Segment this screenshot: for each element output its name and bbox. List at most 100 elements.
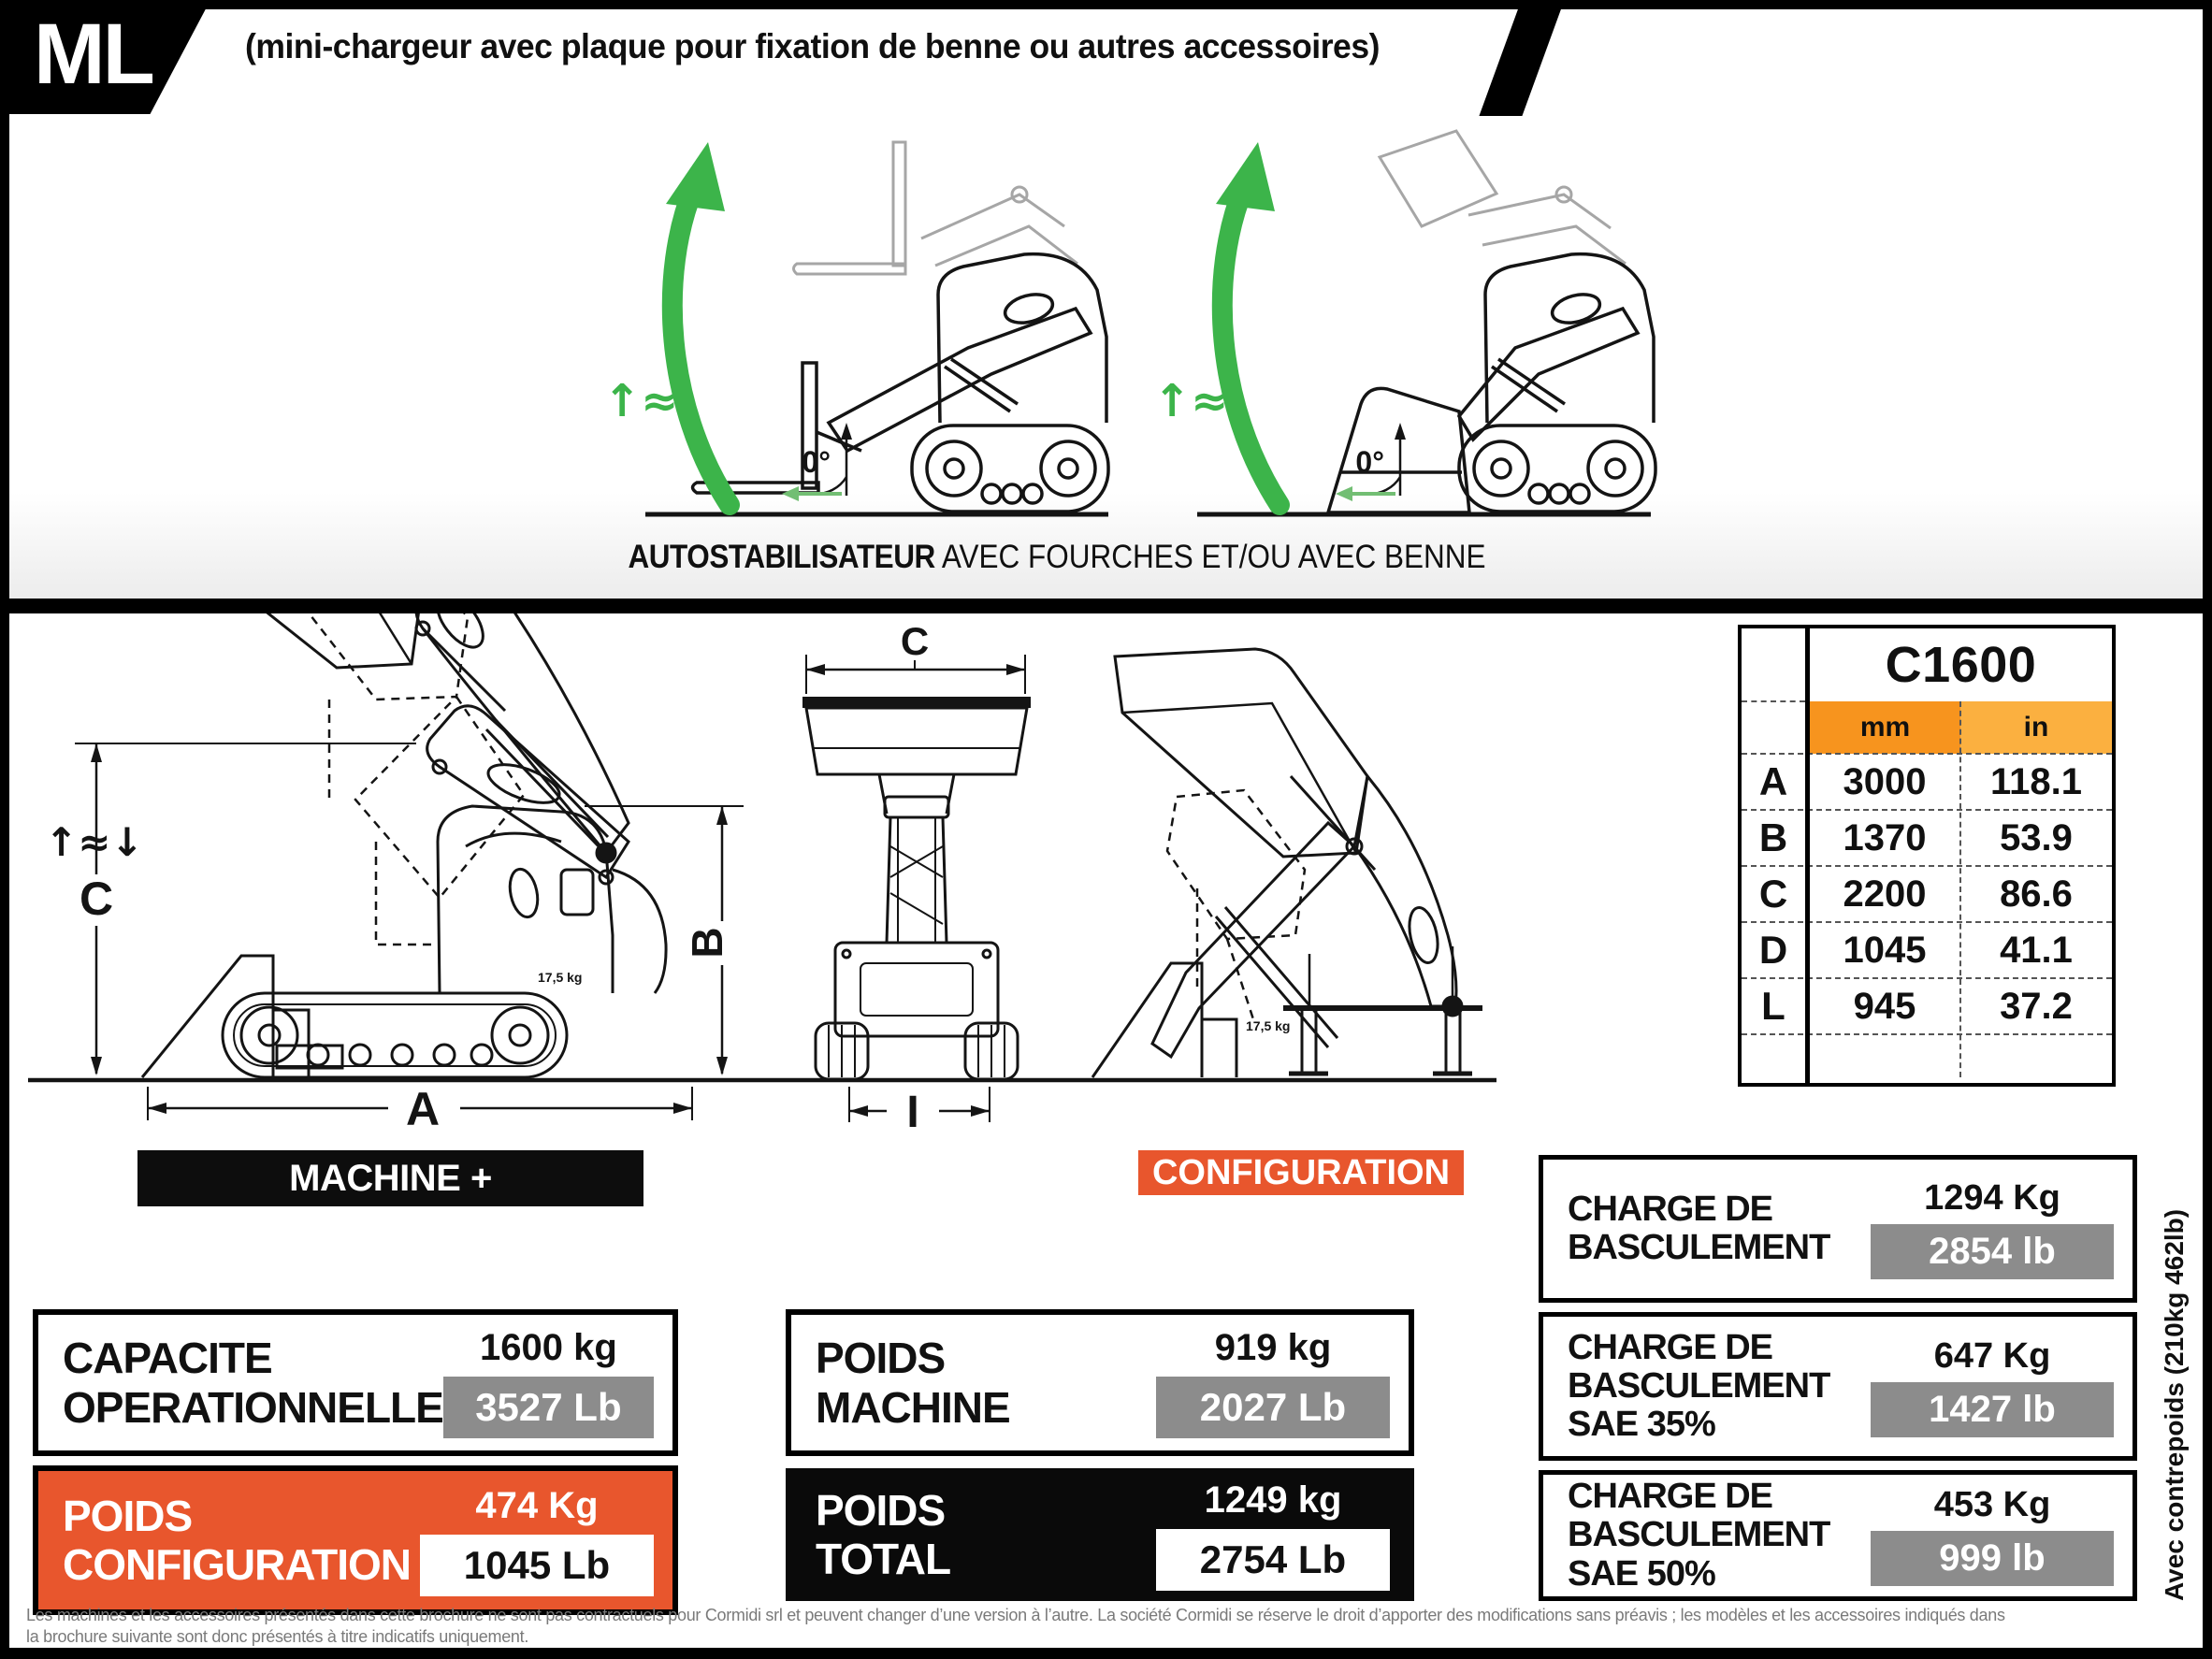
disclaimer: Les machines et les accessoires présenté… — [26, 1605, 2205, 1648]
spec-values: 1600 kg 3527 Lb — [442, 1327, 654, 1438]
angle-label-right: 0° — [1355, 445, 1384, 479]
kg-value: 1249 kg — [1204, 1479, 1342, 1521]
float-symbol-right: ↑≈ — [1153, 375, 1228, 427]
dim-in-value: 86.6 — [2000, 873, 2073, 915]
dim-in-value: 41.1 — [2000, 930, 2073, 971]
spec-values: 1294 Kg 2854 lb — [1871, 1178, 2114, 1279]
spec-values: 1249 kg 2754 Lb — [1156, 1479, 1390, 1591]
kg-value: 647 Kg — [1933, 1335, 2051, 1376]
spec-title-line: SAE 50% — [1568, 1553, 1716, 1594]
total-weight-box: POIDS TOTAL 1249 kg 2754 Lb — [786, 1468, 1414, 1601]
page-title: (mini-chargeur avec plaque pour fixation… — [245, 27, 1380, 65]
spec-title: CHARGE DE BASCULEMENT — [1568, 1190, 1871, 1267]
spec-title-line: POIDS — [816, 1485, 946, 1535]
divider — [1742, 865, 2112, 867]
weight-note-left: 17,5 kg — [538, 970, 582, 985]
divider — [1959, 701, 1961, 1077]
configuration-label: CONFIGURATION — [1138, 1150, 1464, 1195]
dim-in-value: 53.9 — [2000, 817, 2073, 858]
spec-values: 919 kg 2027 Lb — [1156, 1327, 1390, 1438]
divider — [1805, 628, 1810, 1083]
dim-row-label: D — [1758, 928, 1788, 972]
spec-title-line: BASCULEMENT — [1568, 1228, 1830, 1267]
angle-label-left: 0° — [802, 445, 831, 479]
spec-title: CHARGE DE BASCULEMENT SAE 50% — [1568, 1478, 1871, 1593]
dim-row-label: A — [1758, 759, 1788, 803]
side-view-drawing: 17,5 kg — [140, 613, 668, 1079]
divider — [1742, 753, 2112, 755]
configuration-weight-box: POIDS CONFIGURATION 474 Kg 1045 Lb — [33, 1465, 678, 1615]
dim-label-a: A — [406, 1083, 440, 1135]
weight-note-right: 17,5 kg — [1246, 1018, 1290, 1033]
green-lift-arrow-left — [661, 142, 740, 515]
angle-annotation-left: 0° — [782, 423, 852, 501]
float-symbol-left: ↑≈ — [603, 375, 678, 427]
dimension-drawings: 17,5 kg C ↑≈↓ B A — [28, 613, 1496, 1137]
spec-title-line: BASCULEMENT — [1568, 1515, 1830, 1555]
machine-weight-box: POIDS MACHINE 919 kg 2027 Lb — [786, 1309, 1414, 1456]
green-lift-arrow-right — [1211, 142, 1290, 515]
dim-in-value: 118.1 — [1990, 761, 2082, 802]
stand-view-drawing: 17,5 kg — [1091, 647, 1482, 1078]
front-view-drawing — [802, 697, 1031, 1081]
spec-values: 474 Kg 1045 Lb — [420, 1485, 654, 1596]
dim-row-label: C — [1758, 872, 1788, 916]
dim-label-c-front: C — [901, 619, 929, 663]
dim-mm-value: 945 — [1853, 986, 1916, 1027]
stabilizer-caption: AUTOSTABILISATEUR AVEC FOURCHES ET/OU AV… — [114, 539, 2000, 576]
spec-title-line: POIDS — [816, 1334, 946, 1383]
stabilizer-caption-rest: AVEC FOURCHES ET/OU AVEC BENNE — [934, 539, 1486, 575]
autostabilizer-illustration: ↑≈ 0° — [603, 129, 1657, 517]
tipping-load-sae35-box: CHARGE DE BASCULEMENT SAE 35% 647 Kg 142… — [1539, 1312, 2137, 1461]
divider — [1742, 977, 2112, 979]
dim-mm-value: 3000 — [1843, 761, 1927, 802]
divider — [1742, 809, 2112, 811]
dim-mm-value: 2200 — [1843, 873, 1927, 915]
divider — [1742, 1033, 2112, 1035]
column-header-in: in — [1960, 701, 2112, 754]
kg-value: 919 kg — [1214, 1327, 1332, 1368]
spec-title-line: OPERATIONNELLE — [63, 1382, 444, 1432]
machine-configuration-label: MACHINE + CONFIGURATION — [137, 1150, 643, 1255]
dim-mm-value: 1370 — [1843, 817, 1927, 858]
divider — [1742, 921, 2112, 923]
lb-badge: 1427 lb — [1871, 1381, 2114, 1437]
spec-title: CHARGE DE BASCULEMENT SAE 35% — [1568, 1327, 1871, 1445]
divider — [1742, 700, 1805, 702]
dim-row-label: B — [1758, 815, 1788, 859]
kg-value: 474 Kg — [475, 1484, 599, 1526]
forks-machine-drawing — [690, 140, 1110, 513]
dim-label-i: I — [906, 1088, 918, 1137]
spec-title-line: TOTAL — [816, 1535, 951, 1583]
spec-title-line: CHARGE DE — [1568, 1327, 1773, 1367]
lb-badge: 999 lb — [1871, 1531, 2114, 1586]
spec-title-line: CONFIGURATION — [63, 1540, 412, 1589]
operational-capacity-box: CAPACITE OPERATIONNELLE 1600 kg 3527 Lb — [33, 1309, 678, 1456]
spec-values: 453 Kg 999 lb — [1871, 1485, 2114, 1586]
front-view-dimensions: C I — [805, 619, 1026, 1137]
dim-mm-value: 1045 — [1843, 930, 1927, 971]
spec-title: POIDS CONFIGURATION — [63, 1492, 420, 1590]
spec-title-line: CAPACITE — [63, 1334, 273, 1383]
model-badge-label: ML — [34, 7, 155, 102]
kg-value: 1294 Kg — [1924, 1178, 2060, 1218]
lb-badge: 3527 Lb — [442, 1377, 654, 1438]
top-panel — [9, 9, 2203, 599]
spec-values: 647 Kg 1427 lb — [1871, 1336, 2114, 1437]
spec-title-line: BASCULEMENT — [1568, 1365, 1830, 1406]
column-header-mm: mm — [1810, 701, 1960, 754]
spec-title-line: CHARGE DE — [1568, 1477, 1773, 1517]
dimension-table-title: C1600 — [1885, 637, 2037, 693]
lb-badge: 2754 Lb — [1156, 1528, 1390, 1591]
angle-annotation-right: 0° — [1336, 423, 1406, 501]
dimension-table: C1600 mm in A 3000 118.1 B 1370 53.9 C 2… — [1738, 625, 2116, 1087]
kg-value: 453 Kg — [1933, 1485, 2051, 1524]
counterweight-note: Avec contrepoids (210kg 462lb) — [2160, 1208, 2189, 1601]
disclaimer-line1: Les machines et les accessoires présenté… — [26, 1606, 2005, 1624]
spec-title-line: MACHINE — [816, 1382, 1011, 1432]
spec-title: CAPACITE OPERATIONNELLE — [63, 1334, 444, 1432]
spec-title-line: SAE 35% — [1568, 1405, 1716, 1445]
stabilizer-caption-bold: AUTOSTABILISATEUR — [628, 539, 935, 575]
float-symbol-main: ↑≈↓ — [45, 819, 144, 865]
